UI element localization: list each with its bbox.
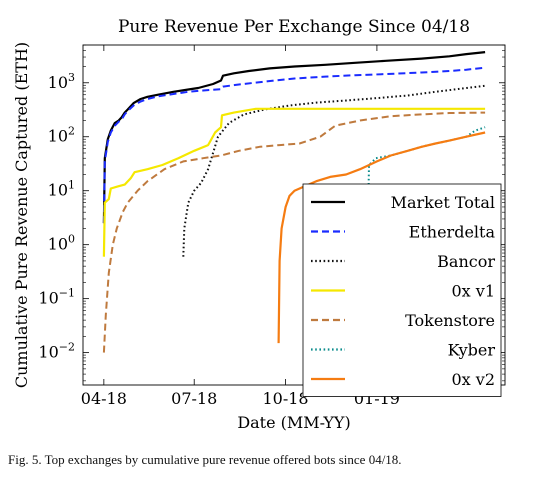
- x-tick-label: 10-18: [262, 389, 308, 408]
- y-tick-label: 103: [48, 71, 75, 92]
- legend-label: Kyber: [448, 341, 496, 360]
- y-tick-label: 10−1: [38, 287, 75, 308]
- y-tick-label: 101: [48, 179, 75, 200]
- x-axis-label: Date (MM-YY): [237, 413, 350, 432]
- legend: Market Total Etherdelta Bancor 0x v1 Tokenst…: [303, 184, 501, 397]
- legend-label: Bancor: [437, 252, 495, 271]
- x-tick-label: 04-18: [81, 389, 127, 408]
- y-axis-label: Cumulative Pure Revenue Captured (ETH): [12, 42, 31, 388]
- y-tick-label: 10−2: [38, 341, 75, 362]
- legend-label: Etherdelta: [409, 223, 496, 242]
- figure-caption: Fig. 5. Top exchanges by cumulative pure…: [8, 452, 556, 468]
- y-tick-label: 100: [48, 233, 75, 254]
- revenue-chart: Pure Revenue Per Exchange Since 04/18 10…: [0, 0, 556, 450]
- y-tick-label: 102: [48, 125, 75, 146]
- chart-title: Pure Revenue Per Exchange Since 04/18: [118, 17, 470, 37]
- legend-label: 0x v2: [451, 370, 495, 389]
- legend-label: Market Total: [391, 193, 495, 212]
- legend-label: 0x v1: [451, 282, 495, 301]
- x-tick-label: 07-18: [171, 389, 217, 408]
- legend-label: Tokenstore: [405, 311, 495, 330]
